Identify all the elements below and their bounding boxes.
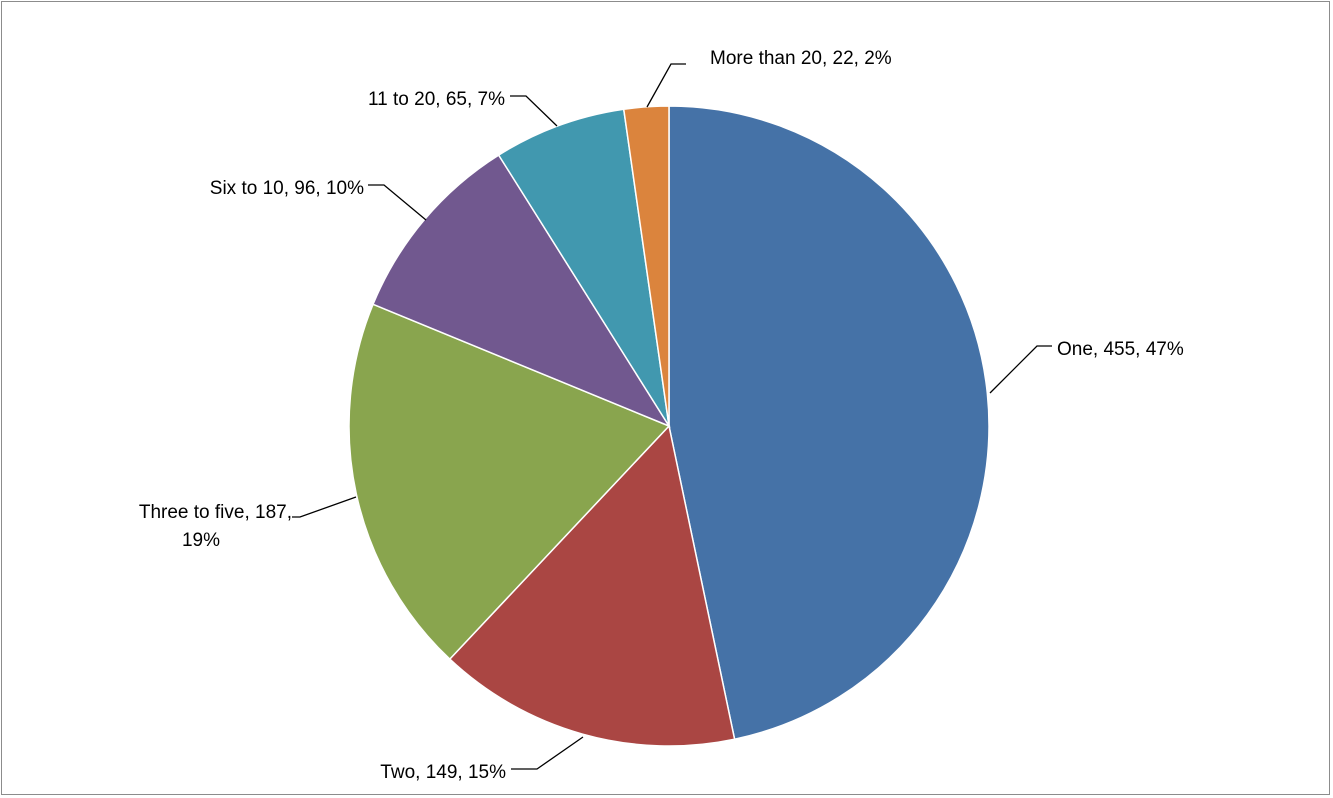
pie-slice-one bbox=[668, 105, 990, 741]
data-label-three-to-five: 19% bbox=[182, 530, 220, 551]
pie-slice-three-to-five bbox=[348, 303, 671, 661]
leader-line-two bbox=[511, 736, 584, 770]
pie-slice-six-to-10 bbox=[372, 154, 671, 428]
pie-slice-11-to-20 bbox=[497, 108, 670, 427]
pie-slice-more-than-20 bbox=[622, 105, 670, 427]
data-label-11-to-20: 11 to 20, 65, 7% bbox=[368, 89, 505, 110]
data-label-three-to-five: Three to five, 187, bbox=[139, 502, 292, 523]
data-label-one: One, 455, 47% bbox=[1057, 339, 1184, 360]
leader-line-11-to-20 bbox=[510, 95, 558, 127]
data-label-two: Two, 149, 15% bbox=[380, 762, 506, 783]
leader-line-one bbox=[989, 345, 1052, 394]
leader-line-more-than-20 bbox=[646, 63, 686, 108]
pie-slice-two bbox=[448, 424, 736, 747]
leader-line-three-to-five bbox=[292, 496, 357, 518]
data-label-six-to-10: Six to 10, 96, 10% bbox=[210, 178, 364, 199]
data-label-more-than-20: More than 20, 22, 2% bbox=[710, 48, 892, 69]
leader-line-six-to-10 bbox=[368, 184, 427, 221]
